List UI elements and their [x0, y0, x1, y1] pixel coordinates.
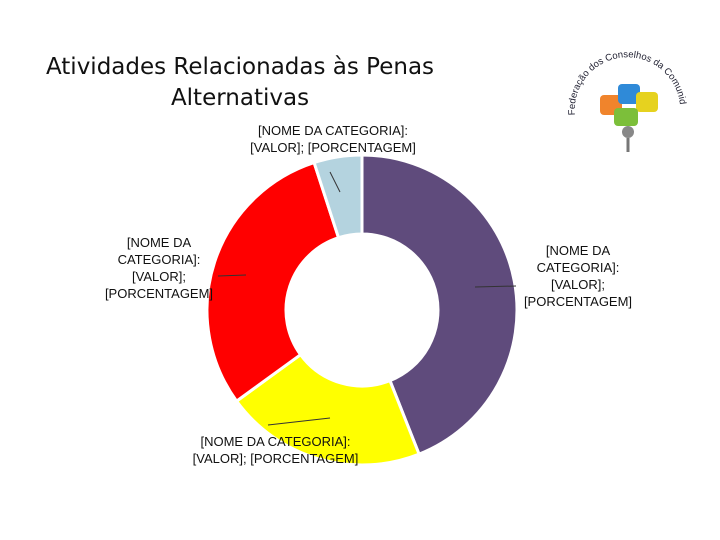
donut-segment	[234, 352, 422, 467]
leader-lines	[217, 171, 517, 426]
figure	[622, 126, 634, 138]
chart-title: Atividades Relacionadas às Penas Alterna…	[45, 54, 435, 111]
puzzle-piece	[614, 108, 638, 126]
puzzle-piece	[636, 92, 658, 112]
data-label: [NOME DA CATEGORIA]: [VALOR]; [PORCENTAG…	[250, 123, 416, 155]
data-label: [NOME DA CATEGORIA]: [VALOR]; [PORCENTAG…	[104, 235, 214, 301]
data-label: [NOME DA CATEGORIA]: [VALOR]; [PORCENTAG…	[192, 434, 359, 466]
logo-text-path: Federação dos Conselhos da Comunidade do…	[0, 0, 688, 115]
donut-segment	[205, 160, 341, 404]
puzzle-piece	[618, 84, 640, 104]
data-label: [NOME DA CATEGORIA]: [VALOR]; [PORCENTAG…	[523, 243, 633, 309]
donut-segment	[360, 153, 519, 457]
logo-text: Federação dos Conselhos da Comunidade do…	[0, 0, 688, 115]
donut-segment	[312, 153, 364, 240]
